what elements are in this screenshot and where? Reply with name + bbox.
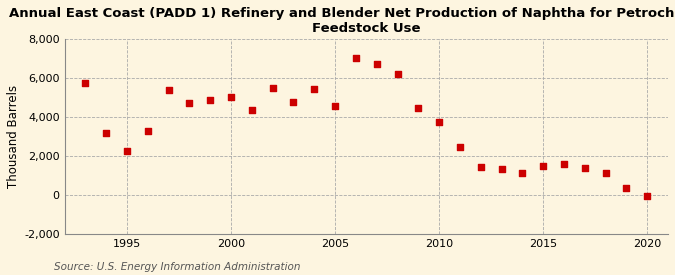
Point xyxy=(184,101,195,105)
Point xyxy=(621,186,632,190)
Point xyxy=(642,194,653,198)
Point xyxy=(475,164,486,169)
Point xyxy=(329,104,340,108)
Point xyxy=(538,163,549,168)
Point xyxy=(101,131,111,136)
Point xyxy=(600,171,611,176)
Point xyxy=(288,100,299,104)
Point xyxy=(350,56,361,60)
Point xyxy=(225,95,236,100)
Point xyxy=(309,86,320,91)
Point xyxy=(163,87,174,92)
Y-axis label: Thousand Barrels: Thousand Barrels xyxy=(7,85,20,188)
Text: Source: U.S. Energy Information Administration: Source: U.S. Energy Information Administ… xyxy=(54,262,300,272)
Point xyxy=(392,72,403,76)
Title: Annual East Coast (PADD 1) Refinery and Blender Net Production of Naphtha for Pe: Annual East Coast (PADD 1) Refinery and … xyxy=(9,7,675,35)
Point xyxy=(413,106,424,110)
Point xyxy=(434,120,445,124)
Point xyxy=(517,170,528,175)
Point xyxy=(454,145,465,149)
Point xyxy=(579,166,590,170)
Point xyxy=(267,86,278,90)
Point xyxy=(496,166,507,171)
Point xyxy=(246,108,257,112)
Point xyxy=(142,128,153,133)
Point xyxy=(371,62,382,67)
Point xyxy=(122,149,132,153)
Point xyxy=(80,81,91,85)
Point xyxy=(205,98,215,103)
Point xyxy=(559,161,570,166)
